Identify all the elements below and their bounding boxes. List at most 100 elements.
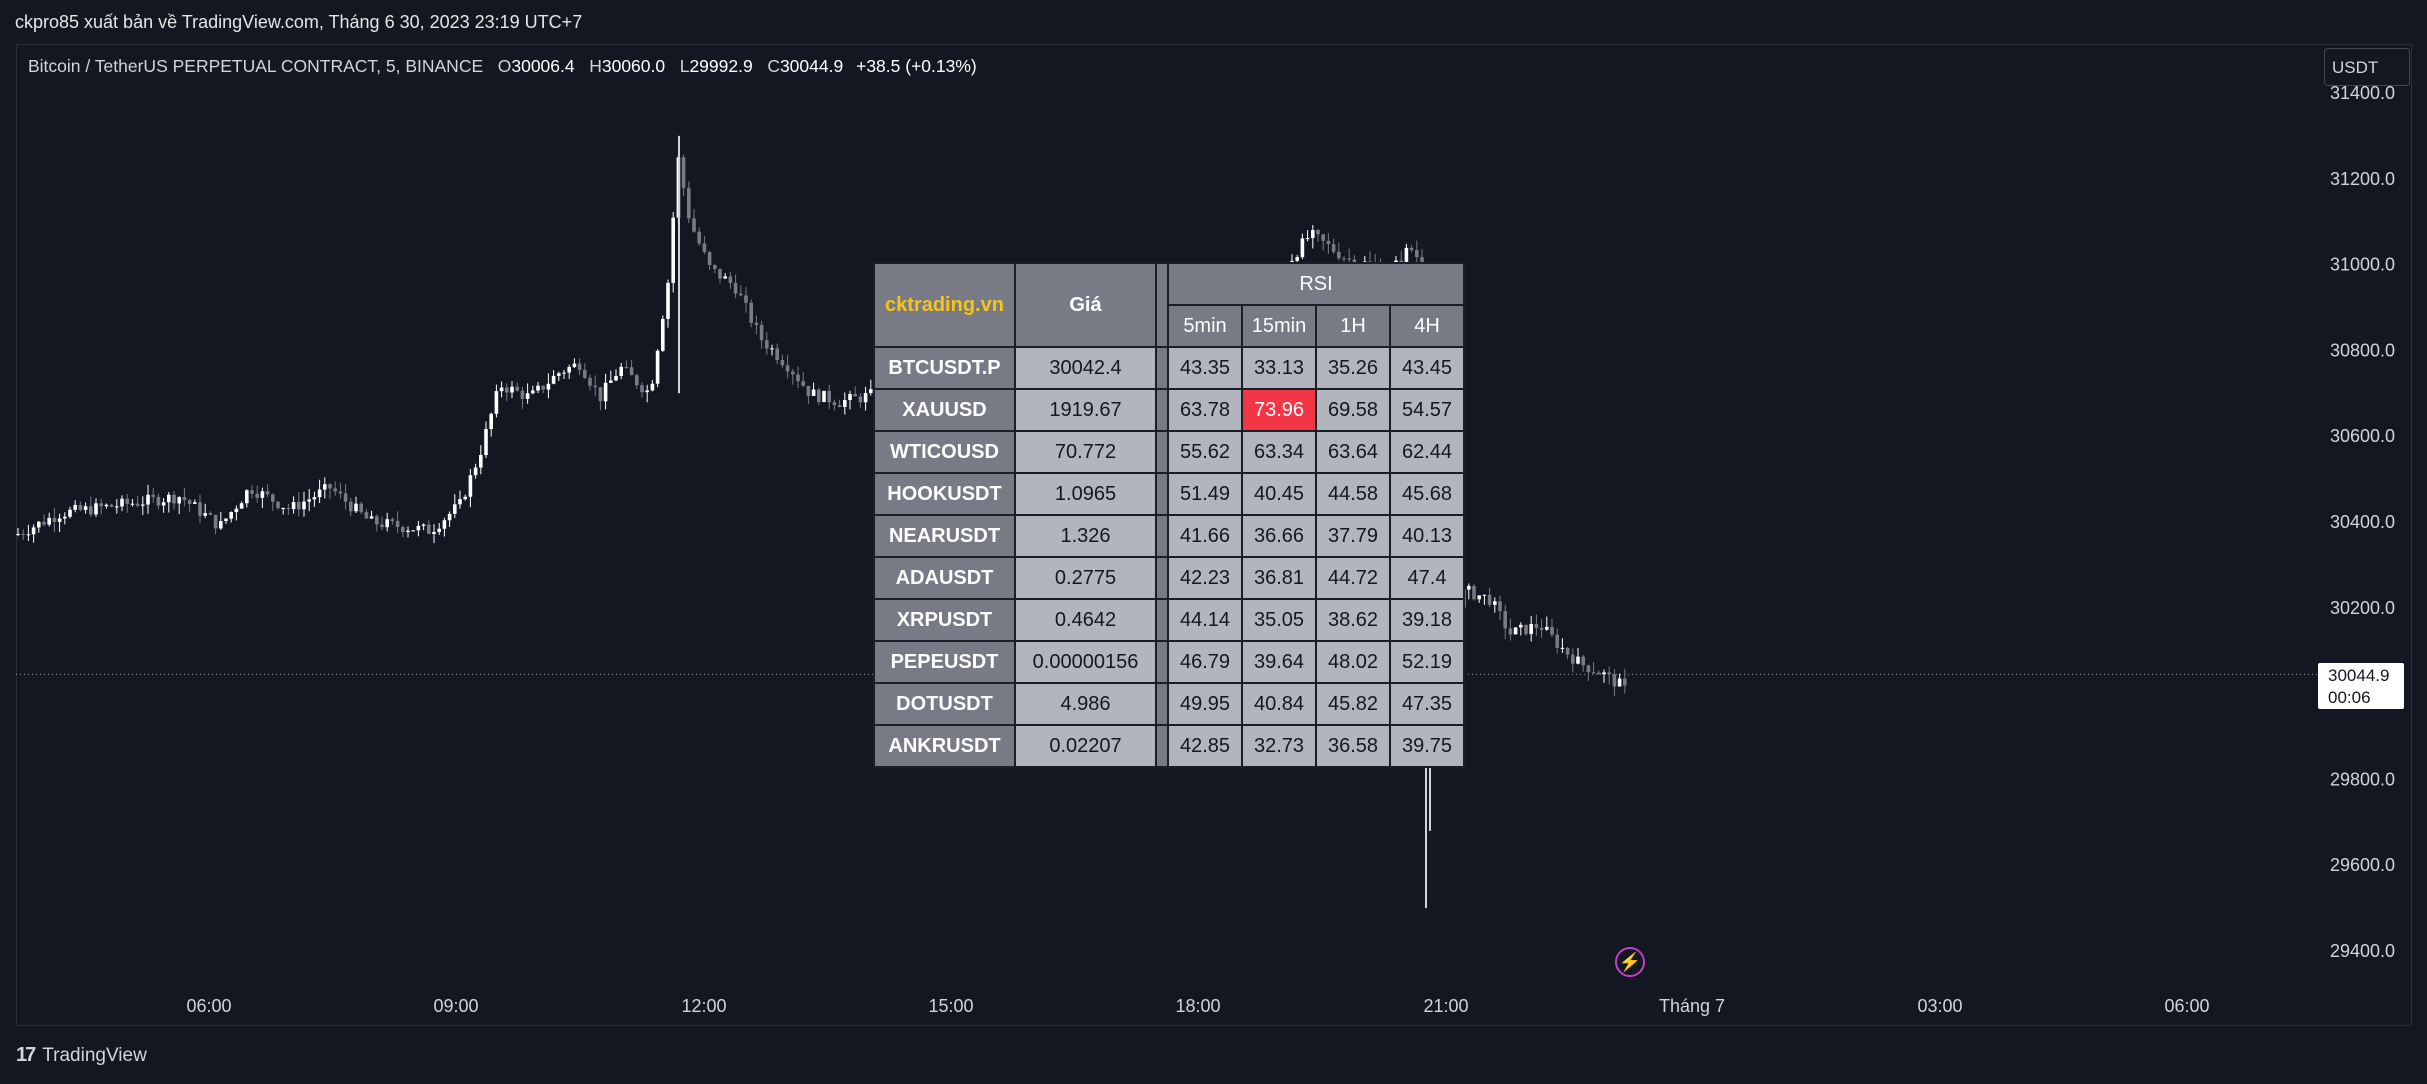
candle <box>1581 654 1585 672</box>
candle <box>759 320 764 349</box>
candle <box>416 520 421 537</box>
candle <box>1477 595 1481 603</box>
candle <box>307 488 311 512</box>
price-cell: 0.02207 <box>1014 724 1157 768</box>
rsi-cell: 39.18 <box>1389 598 1465 642</box>
candle <box>728 271 733 289</box>
currency-button[interactable]: USDT <box>2324 48 2410 86</box>
candle <box>31 524 36 543</box>
candle <box>1467 583 1471 600</box>
candle <box>645 384 649 403</box>
rsi-cell: 69.58 <box>1315 388 1391 432</box>
rsi-cell: 32.73 <box>1241 724 1317 768</box>
symbol-cell: NEARUSDT <box>873 514 1016 558</box>
candle <box>401 525 405 538</box>
candle <box>239 501 244 509</box>
rsi-cell: 46.79 <box>1167 640 1243 684</box>
candle <box>83 502 88 514</box>
legend-change: +38.5 (+0.13%) <box>856 56 977 76</box>
candle <box>380 516 384 531</box>
candle <box>265 484 270 498</box>
table-header-row: cktrading.vn Giá RSI <box>873 262 1465 348</box>
candle <box>172 490 176 510</box>
candle <box>499 381 504 398</box>
candle <box>323 477 327 499</box>
rsi-cell: 63.64 <box>1315 430 1391 474</box>
rsi-cell: 52.19 <box>1389 640 1465 684</box>
rsi-cell: 44.58 <box>1315 472 1391 516</box>
candle <box>333 481 337 496</box>
price-cell: 1.326 <box>1014 514 1157 558</box>
candle <box>125 493 129 513</box>
rsi-cell: 44.14 <box>1167 598 1243 642</box>
rsi-cell: 40.13 <box>1389 514 1465 558</box>
table-row: BTCUSDT.P 30042.4 43.35 33.13 35.26 43.45 <box>873 346 1465 390</box>
candle <box>473 463 478 479</box>
candle <box>1503 604 1507 640</box>
rsi-cell: 37.79 <box>1315 514 1391 558</box>
candle <box>63 512 67 525</box>
lightning-icon[interactable]: ⚡ <box>1615 947 1645 977</box>
price-cell: 30042.4 <box>1014 346 1157 390</box>
time-tick-label: Tháng 7 <box>1659 996 1725 1016</box>
candle <box>567 364 571 379</box>
candle <box>47 512 51 527</box>
table-divider <box>1155 724 1169 768</box>
candle <box>1493 597 1497 613</box>
candle <box>328 483 332 499</box>
candle <box>130 498 135 507</box>
rsi-cell: 36.66 <box>1241 514 1317 558</box>
legend-open-value: 30006.4 <box>511 56 575 76</box>
candle <box>551 370 556 385</box>
candle <box>141 496 145 515</box>
candle <box>395 511 400 534</box>
candle <box>572 358 577 369</box>
candle <box>702 236 707 255</box>
candle <box>99 499 103 515</box>
candle <box>78 501 83 512</box>
candle <box>463 494 467 501</box>
candle <box>661 315 665 352</box>
candle <box>16 528 20 537</box>
candle <box>364 508 369 519</box>
candle <box>640 382 644 398</box>
candle <box>26 524 31 541</box>
candle <box>193 499 197 505</box>
candle <box>167 491 171 513</box>
legend-high-value: 30060.0 <box>601 56 666 76</box>
legend-open-label: O <box>497 56 512 76</box>
candle <box>151 487 155 503</box>
rsi-cell: 43.45 <box>1389 346 1465 390</box>
symbol-cell: ADAUSDT <box>873 556 1016 600</box>
candle <box>733 274 738 299</box>
rsi-cell: 36.81 <box>1241 556 1317 600</box>
candle <box>1311 224 1315 249</box>
candle <box>770 344 774 356</box>
candle <box>432 524 436 544</box>
tradingview-brand[interactable]: 17 TradingView <box>16 1044 147 1067</box>
rsi-cell: 33.13 <box>1241 346 1317 390</box>
candle <box>863 386 868 411</box>
candle <box>692 209 696 233</box>
table-row: PEPEUSDT 0.00000156 46.79 39.64 48.02 52.19 <box>873 640 1465 684</box>
table-row: XRPUSDT 0.4642 44.14 35.05 38.62 39.18 <box>873 598 1465 642</box>
candle <box>421 523 426 531</box>
candle <box>666 279 670 328</box>
price-cell: 0.00000156 <box>1014 640 1157 684</box>
price-tick-label: 31000.0 <box>2330 255 2395 275</box>
candle <box>369 510 374 519</box>
table-row: WTICOUSD 70.772 55.62 63.34 63.64 62.44 <box>873 430 1465 474</box>
candle <box>1342 256 1346 262</box>
symbol-cell: BTCUSDT.P <box>873 346 1016 390</box>
symbol-cell: DOTUSDT <box>873 682 1016 726</box>
legend-low-label: L <box>679 56 690 76</box>
candle <box>546 373 551 399</box>
candle <box>531 385 535 395</box>
candle <box>806 385 811 404</box>
price-tick-label: 29600.0 <box>2330 855 2395 875</box>
rsi-cell: 54.57 <box>1389 388 1465 432</box>
candle <box>801 372 805 387</box>
candle <box>791 368 795 385</box>
publisher-line: ckpro85 xuất bản về TradingView.com, Thá… <box>15 12 583 32</box>
rsi-cell: 40.45 <box>1241 472 1317 516</box>
